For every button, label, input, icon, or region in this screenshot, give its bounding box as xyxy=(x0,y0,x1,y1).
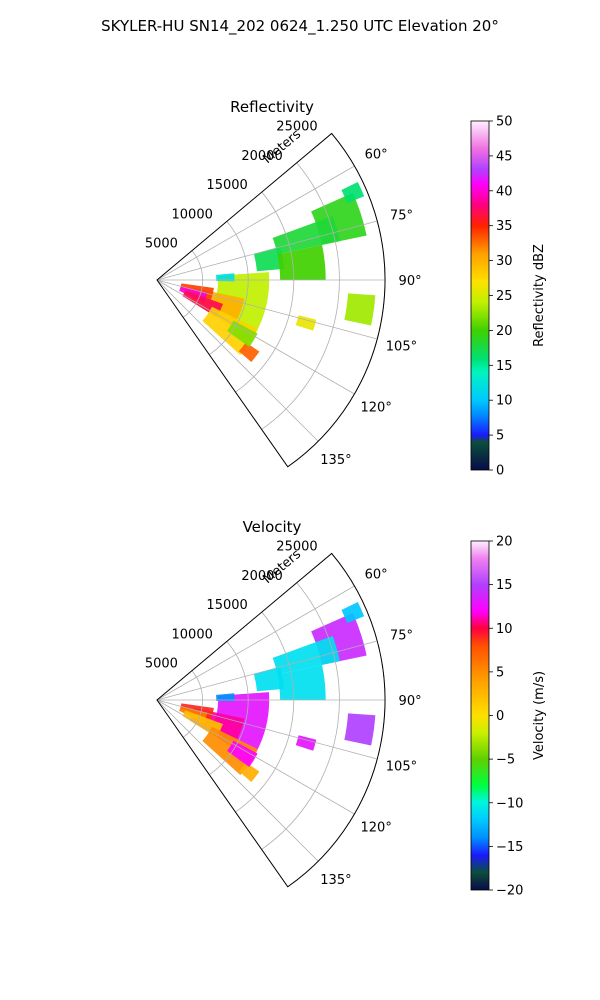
figure-title: SKYLER-HU SN14_202 0624_1.250 UTC Elevat… xyxy=(101,17,499,36)
range-tick-label: 25000 xyxy=(276,539,317,554)
range-ring-5000 xyxy=(182,250,203,318)
echo-cell-2 xyxy=(341,182,365,204)
azimuth-spoke-75 xyxy=(156,640,378,701)
range-tick-label: 25000 xyxy=(276,119,317,134)
colorbar-label: Reflectivity dBZ xyxy=(532,244,547,347)
colorbar-label: Velocity (m/s) xyxy=(532,671,547,760)
colorbar-tick-label: 15 xyxy=(496,578,513,593)
colorbar-bar xyxy=(470,120,490,471)
echo-cell-2 xyxy=(341,602,365,624)
azimuth-spoke-120 xyxy=(156,699,355,815)
range-ring-15000 xyxy=(235,191,295,393)
azimuth-spoke-135 xyxy=(156,699,319,862)
echo-cell-3 xyxy=(253,666,285,692)
azimuth-tick-label: 90° xyxy=(399,694,422,709)
azimuth-tick-label: 120° xyxy=(361,821,392,836)
azimuth-tick-label: 105° xyxy=(386,340,417,355)
azimuth-spoke-135 xyxy=(156,279,319,442)
echo-layer xyxy=(179,602,376,782)
echo-cell-4 xyxy=(277,664,326,700)
echo-cell-5 xyxy=(344,713,376,746)
echo-cell-6 xyxy=(295,735,317,751)
sector-outline xyxy=(156,552,386,888)
colorbar: −20 −15 −10 −5 0 5 10 15 20 Velocity (m/s) xyxy=(470,535,547,899)
colorbar-tick-label: 5 xyxy=(496,429,504,444)
colorbar-tick-label: 25 xyxy=(496,289,513,304)
range-ring-10000 xyxy=(209,221,249,356)
colorbar-tick-label: −15 xyxy=(496,840,523,855)
range-tick-label: 20000 xyxy=(241,149,282,164)
echo-cell-13 xyxy=(238,762,260,782)
colorbar-tick-label: 5 xyxy=(496,665,504,680)
azimuth-tick-label: 120° xyxy=(361,401,392,416)
azimuth-tick-label: 75° xyxy=(390,208,413,223)
echo-cell-15 xyxy=(216,273,235,282)
azimuth-spoke-105 xyxy=(156,279,378,340)
colorbar-bar xyxy=(470,540,490,891)
colorbar-tick-label: −5 xyxy=(496,753,515,768)
panel-reflectivity: 60° 75° 90° 105° 120° 135° 5000 10000 15000 20000… xyxy=(145,98,547,479)
range-ring-10000 xyxy=(209,641,249,776)
azimuth-spoke-75 xyxy=(156,220,378,281)
panel-velocity: 60° 75° 90° 105° 120° 135° 5000 10000 15000 20000… xyxy=(145,518,547,899)
range-tick-label: 10000 xyxy=(172,627,213,642)
echo-cell-6 xyxy=(295,315,317,331)
colorbar-tick-label: 50 xyxy=(496,115,513,130)
azimuth-spoke-105 xyxy=(156,699,378,760)
colorbar-tick-label: 0 xyxy=(496,709,504,724)
panel-title: Reflectivity xyxy=(230,98,314,116)
echo-cell-13 xyxy=(238,342,260,362)
range-ring-15000 xyxy=(235,611,295,813)
range-ring-20000 xyxy=(261,582,340,850)
colorbar-tick-label: 45 xyxy=(496,149,513,164)
echo-cell-3 xyxy=(253,246,285,272)
echo-cell-5 xyxy=(344,293,376,326)
azimuth-tick-label: 105° xyxy=(386,760,417,775)
azimuth-tick-label: 135° xyxy=(320,873,351,888)
azimuth-tick-label: 90° xyxy=(399,274,422,289)
echo-cell-15 xyxy=(216,693,235,702)
range-tick-label: 5000 xyxy=(145,237,178,252)
range-tick-label: 5000 xyxy=(145,657,178,672)
azimuth-tick-label: 75° xyxy=(390,628,413,643)
range-tick-label: 10000 xyxy=(172,207,213,222)
colorbar-tick-label: 30 xyxy=(496,254,513,269)
range-tick-label: 20000 xyxy=(241,569,282,584)
echo-layer xyxy=(179,182,376,362)
azimuth-tick-label: 135° xyxy=(320,453,351,468)
colorbar-tick-label: −10 xyxy=(496,796,523,811)
colorbar-tick-label: 20 xyxy=(496,535,513,550)
sector-outline xyxy=(156,132,386,468)
azimuth-spoke-120 xyxy=(156,279,355,395)
panel-title: Velocity xyxy=(243,518,302,536)
colorbar-tick-label: 15 xyxy=(496,359,513,374)
range-tick-label: 15000 xyxy=(206,598,247,613)
colorbar-tick-label: 35 xyxy=(496,219,513,234)
range-ring-20000 xyxy=(261,162,340,430)
colorbar-tick-label: 10 xyxy=(496,394,513,409)
colorbar-tick-label: 40 xyxy=(496,184,513,199)
azimuth-spoke-60 xyxy=(156,585,355,701)
colorbar-tick-label: 20 xyxy=(496,324,513,339)
range-tick-label: 15000 xyxy=(206,178,247,193)
range-ring-5000 xyxy=(182,670,203,738)
colorbar-tick-label: 10 xyxy=(496,622,513,637)
colorbar: 0 5 10 15 20 25 30 35 40 45 50 Reflectivity dBZ xyxy=(470,115,547,479)
azimuth-tick-label: 60° xyxy=(365,567,388,582)
azimuth-spoke-60 xyxy=(156,165,355,281)
colorbar-tick-label: 0 xyxy=(496,464,504,479)
echo-cell-4 xyxy=(277,244,326,280)
azimuth-tick-label: 60° xyxy=(365,147,388,162)
colorbar-tick-label: −20 xyxy=(496,884,523,899)
